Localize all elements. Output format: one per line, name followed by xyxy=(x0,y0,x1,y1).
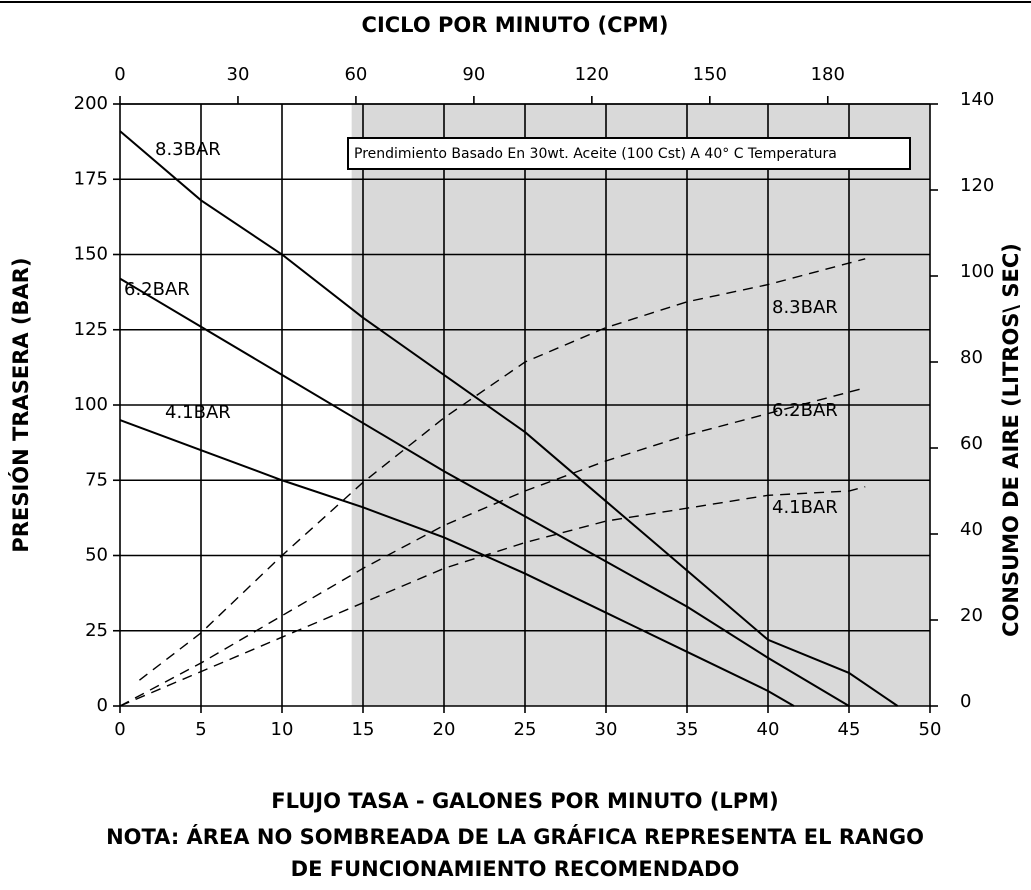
note: NOTA: ÁREA NO SOMBREADA DE LA GRÁFICA RE… xyxy=(106,824,924,849)
y-tick-label: 0 xyxy=(97,695,108,716)
y2-tick-label: 40 xyxy=(960,519,983,540)
series-line xyxy=(139,258,866,681)
x2-tick-label: 0 xyxy=(114,64,125,85)
x2-tick-label: 60 xyxy=(344,64,367,85)
y-tick-label: 100 xyxy=(74,394,108,415)
x2-tick-label: 150 xyxy=(693,64,727,85)
x-tick-label: 20 xyxy=(433,719,456,740)
series-line xyxy=(119,277,850,707)
series-line xyxy=(119,130,899,707)
x-tick-label: 40 xyxy=(757,719,780,740)
x-axis-label: FLUJO TASA - GALONES POR MINUTO (LPM) xyxy=(271,789,778,813)
y2-tick-label: 80 xyxy=(960,347,983,368)
x-tick-label: 10 xyxy=(271,719,294,740)
series-label: 4.1BAR xyxy=(165,402,231,423)
annotation-box xyxy=(347,137,911,170)
y-tick-label: 175 xyxy=(74,168,108,189)
y-tick-label: 200 xyxy=(74,93,108,114)
x-tick-label: 30 xyxy=(595,719,618,740)
y2-tick-label: 60 xyxy=(960,433,983,454)
series-label: 4.1BAR xyxy=(772,497,838,518)
x-tick-label: 0 xyxy=(114,719,125,740)
y2-tick-label: 140 xyxy=(960,89,994,110)
x-tick-label: 5 xyxy=(195,719,206,740)
y-tick-label: 150 xyxy=(74,244,108,265)
x2-tick-label: 120 xyxy=(575,64,609,85)
y-tick-label: 125 xyxy=(74,319,108,340)
y-axis-label: PRESIÓN TRASERA (BAR) xyxy=(8,257,33,552)
annotation: Prendimiento Basado En 30wt. Aceite (100… xyxy=(354,146,837,162)
y2-axis-label: CONSUMO DE AIRE (LITROS\ SEC) xyxy=(999,243,1023,637)
y2-tick-label: 20 xyxy=(960,605,983,626)
series-label: 6.2BAR xyxy=(772,400,838,421)
y-tick-label: 75 xyxy=(85,469,108,490)
x2-tick-label: 30 xyxy=(227,64,250,85)
x-tick-label: 35 xyxy=(676,719,699,740)
series-label: 8.3BAR xyxy=(155,139,221,160)
series-label: 8.3BAR xyxy=(772,297,838,318)
x2-tick-label: 180 xyxy=(811,64,845,85)
x-tick-label: 25 xyxy=(514,719,537,740)
x2-tick-label: 90 xyxy=(462,64,485,85)
y-tick-label: 25 xyxy=(85,620,108,641)
y2-tick-label: 120 xyxy=(960,175,994,196)
y2-tick-label: 100 xyxy=(960,261,994,282)
note: DE FUNCIONAMIENTO RECOMENDADO xyxy=(291,857,740,881)
series-label: 6.2BAR xyxy=(124,279,190,300)
series-line xyxy=(119,387,866,707)
y-tick-label: 50 xyxy=(85,545,108,566)
chart-title: CICLO POR MINUTO (CPM) xyxy=(362,13,669,37)
x-tick-label: 50 xyxy=(919,719,942,740)
y2-tick-label: 0 xyxy=(960,691,971,712)
x-tick-label: 45 xyxy=(838,719,861,740)
x-tick-label: 15 xyxy=(352,719,375,740)
